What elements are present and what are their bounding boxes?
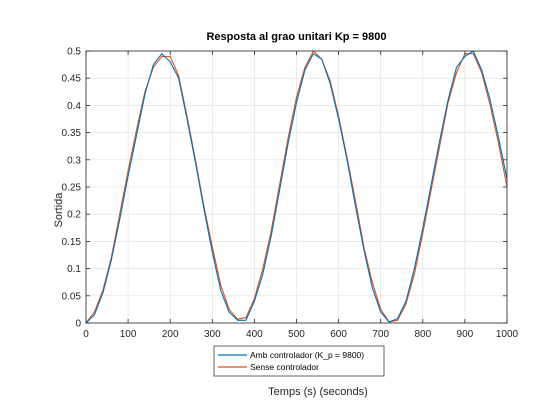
y-tick-label: 0.5: [67, 47, 81, 58]
y-tick-label: 0.4: [67, 101, 81, 112]
tick-labels: 0 100 200 300 400 500 600 700 800 900 1000 0 0.05 0.1…: [62, 47, 519, 341]
y-tick-label: 0.25: [62, 183, 82, 194]
legend-box: [213, 345, 385, 377]
x-tick-label: 200: [162, 329, 179, 340]
legend-label-series-2: Sense controlador: [250, 362, 319, 372]
y-tick-label: 0.35: [62, 128, 82, 139]
y-tick-label: 0.2: [67, 210, 81, 221]
y-tick-label: 0.3: [67, 155, 81, 166]
series-line-2: [85, 50, 508, 324]
y-tick-label: 0.05: [62, 291, 82, 302]
x-tick-label: 100: [120, 329, 137, 340]
x-axis-label: Temps (s) (seconds): [268, 386, 368, 398]
x-tick-label: 600: [330, 329, 347, 340]
tick-marks: [85, 50, 508, 324]
x-tick-label: 400: [246, 329, 263, 340]
x-tick-label: 900: [457, 329, 474, 340]
x-tick-label: 700: [372, 329, 389, 340]
x-tick-label: 1000: [496, 329, 519, 340]
series-line-1: [85, 50, 508, 324]
x-tick-label: 300: [204, 329, 221, 340]
legend: Amb controlador (K_p = 9800) Sense contr…: [213, 345, 385, 377]
y-tick-label: 0.15: [62, 237, 82, 248]
y-tick-label: 0.1: [67, 264, 81, 275]
y-tick-label: 0: [75, 319, 81, 330]
y-tick-label: 0.45: [62, 74, 82, 85]
legend-label-series-1: Amb controlador (K_p = 9800): [250, 350, 364, 360]
x-tick-label: 0: [83, 329, 89, 340]
x-tick-label: 500: [288, 329, 305, 340]
y-axis-label: Sortida: [53, 192, 65, 228]
series-lines: [85, 50, 508, 324]
x-tick-label: 800: [414, 329, 431, 340]
chart-title: Resposta al grao unitari Kp = 9800: [206, 31, 386, 43]
